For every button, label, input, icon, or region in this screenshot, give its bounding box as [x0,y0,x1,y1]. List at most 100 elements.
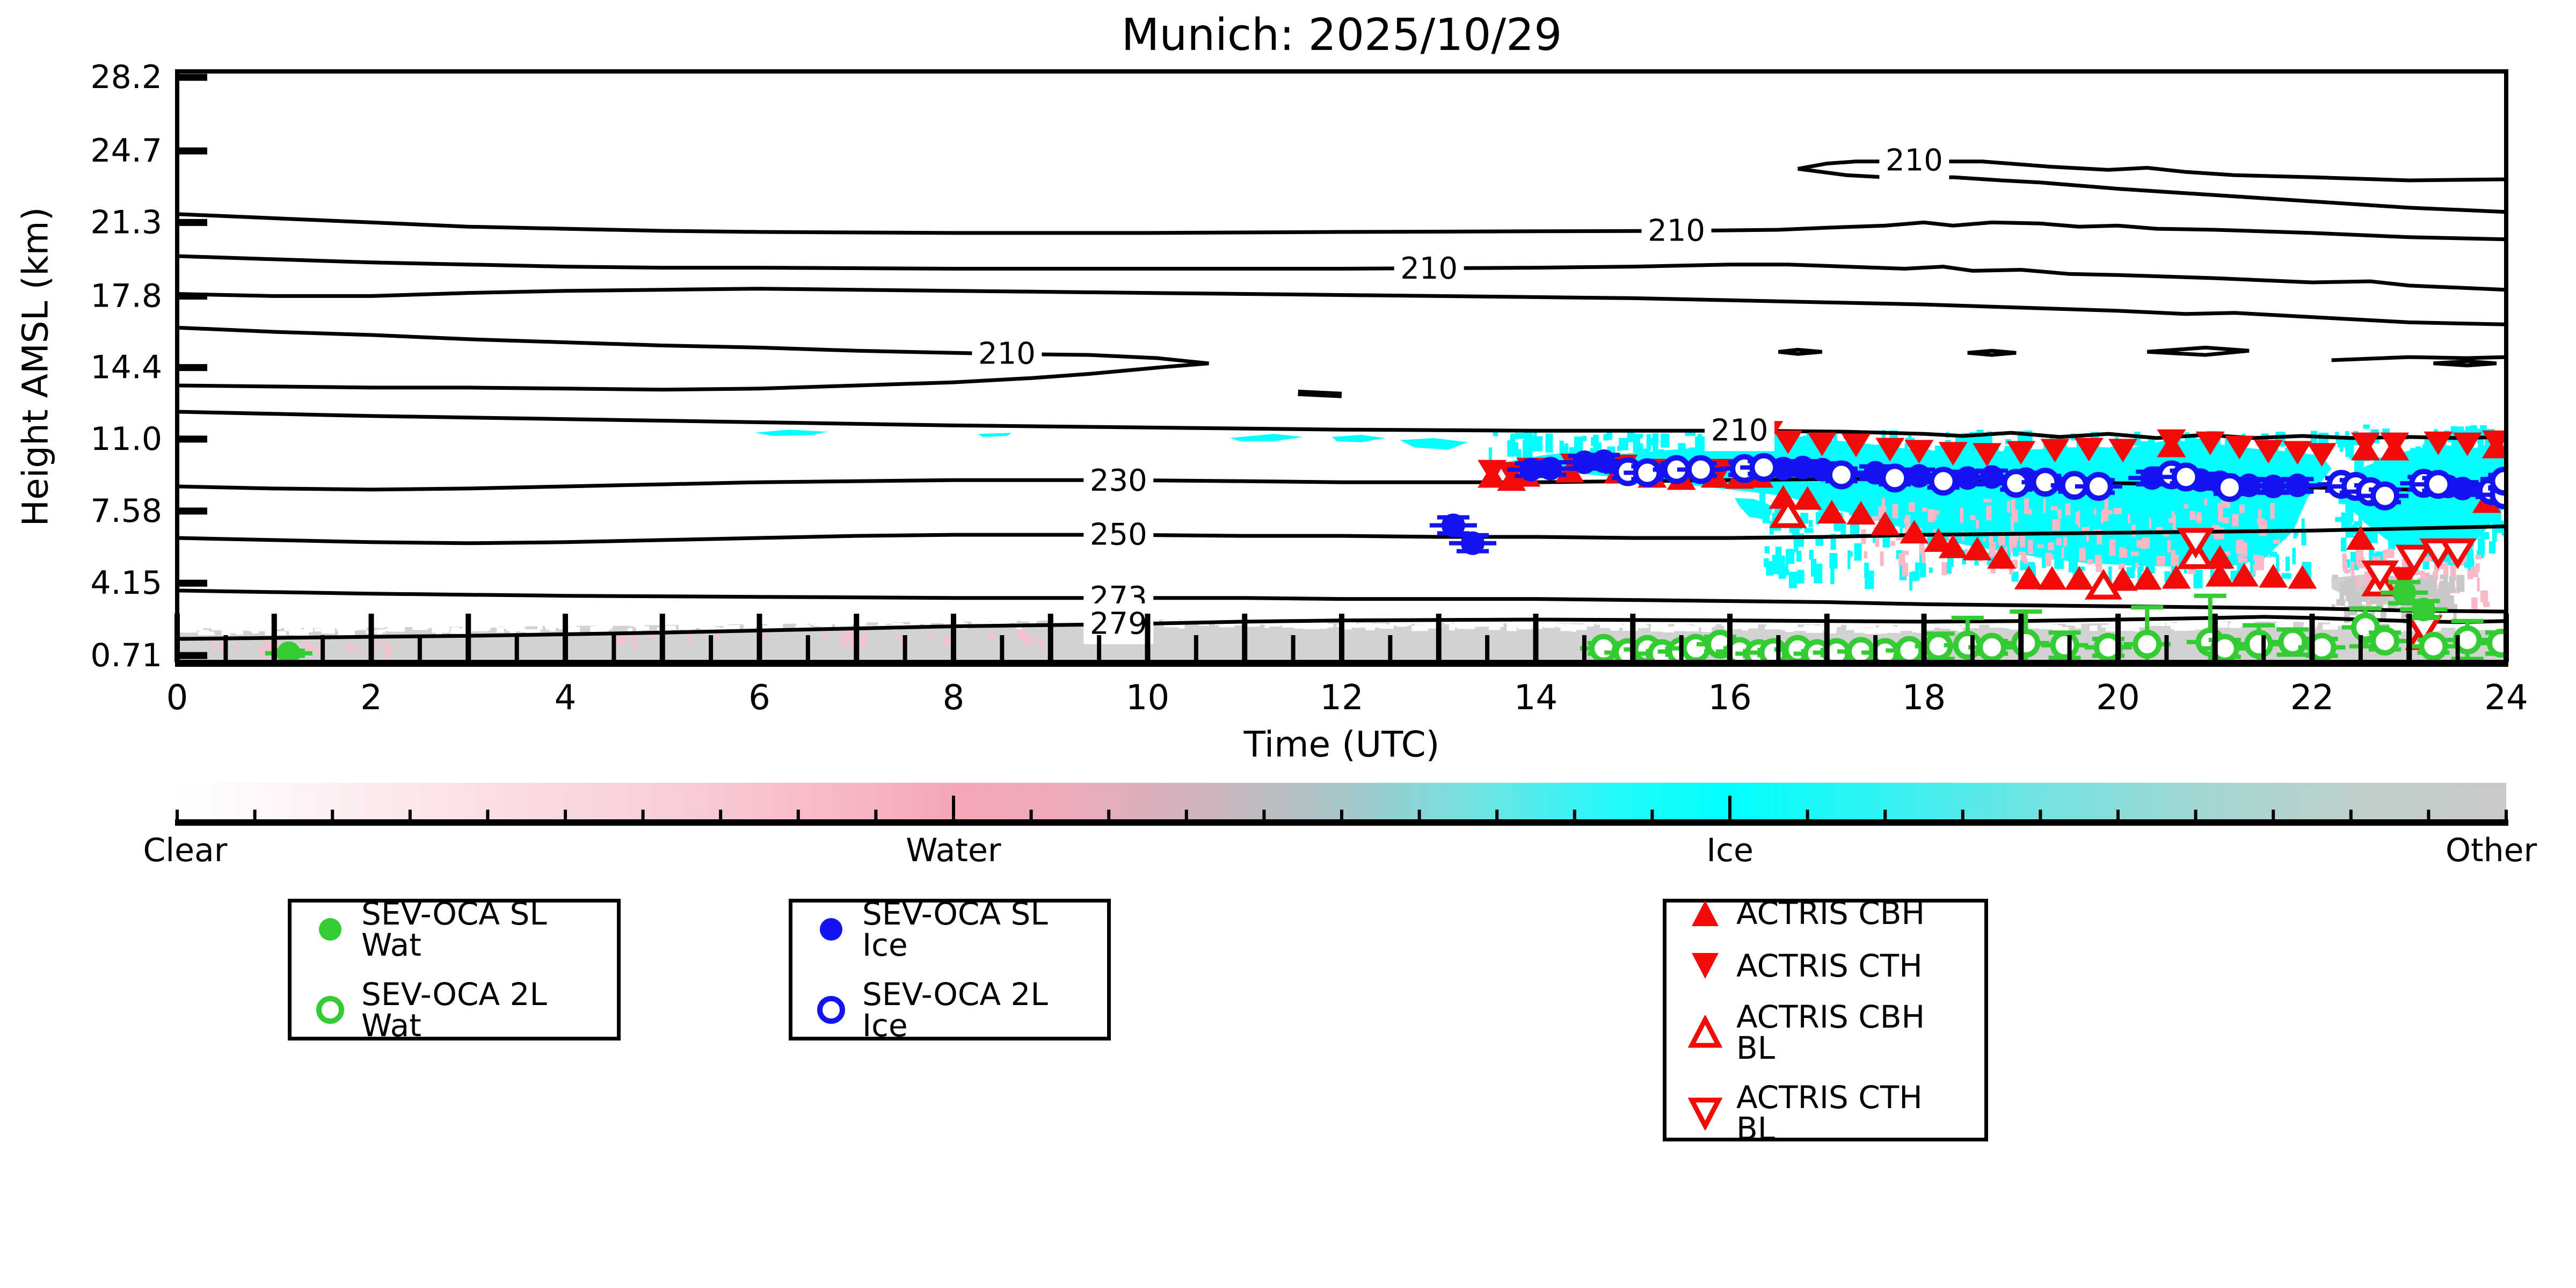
marker-ACTRIS CBH [2014,565,2043,590]
x-tick-label: 16 [1708,678,1751,718]
marker-ACTRIS CBH [1846,500,1876,525]
y-tick-label: 28.2 [90,59,162,96]
marker-ACTRIS CBH [2064,566,2094,590]
contour-minor [1298,389,1342,398]
marker-ACTRIS CBH [2288,565,2317,589]
marker-ACTRIS CBH [1817,500,1846,524]
x-tick-label: 20 [2096,678,2140,718]
x-tick-label: 8 [943,678,965,718]
marker-SEV-OCA 2L Ice [2084,472,2113,501]
marker-ACTRIS CTH [1773,430,1803,454]
marker-ACTRIS CTH BL [2361,561,2399,592]
colorbar-label: Other [2446,832,2537,869]
y-tick-label: 11.0 [90,420,162,458]
x-tick-label: 6 [748,678,770,718]
contour-label: 230 [1090,463,1147,498]
colorbar-label: Clear [143,832,228,869]
contour-label: 210 [1886,143,1943,178]
x-tick-label: 0 [166,678,188,718]
marker-ACTRIS CTH BL [2395,544,2433,576]
marker-ACTRIS CBH [1900,520,1929,544]
x-tick-label: 24 [2484,678,2528,718]
wisp [1400,438,1468,450]
marker-ACTRIS CBH BL [2084,569,2122,600]
marker-SEV-OCA 2L Wat [2011,628,2041,658]
y-tick-label: 7.58 [90,492,162,530]
marker-SEV-OCA 2L Ice [1633,458,1662,487]
circle-filled-icon [319,918,341,941]
chart-title: Munich: 2025/10/29 [1121,10,1562,61]
legend-label: SEV-OCA 2L Wat [361,976,547,1044]
marker-SEV-OCA SL Ice [2261,475,2286,499]
series-actris-cth-bl [2177,528,2477,646]
marker-ACTRIS CTH [2074,438,2104,462]
series-sev-oca-2l-ice [1604,453,2506,511]
marker-ACTRIS CBH [2259,564,2288,588]
marker-ACTRIS CTH [2424,431,2453,455]
contour-210 [177,212,2506,242]
legend-item: SEV-OCA 2L Ice [814,979,1086,1041]
contour-210 [1797,159,2506,183]
x-tick-label: 18 [1902,678,1946,718]
series-sev-oca-sl-wat [265,580,2448,662]
marker-ACTRIS CBH [1793,486,1822,510]
marker-ACTRIS CTH [1841,433,1871,457]
circle-open-icon [817,996,845,1024]
marker-SEV-OCA SL Ice [1955,466,1980,490]
contour-label: 210 [978,337,1036,372]
legend-label: SEV-OCA SL Wat [361,896,547,963]
marker-SEV-OCA 2L Ice [2370,481,2400,511]
marker-ACTRIS CTH [2254,440,2283,464]
wisp [1230,434,1303,441]
contour-lines [177,159,2506,641]
marker-SEV-OCA 2L Wat [2133,629,2162,659]
marker-ACTRIS CTH [1938,442,1968,466]
contour-minor [1778,347,1823,356]
x-axis-title: Time (UTC) [1243,724,1440,765]
wisp [978,433,1012,437]
marker-SEV-OCA 2L Wat [1895,636,1924,662]
contour-label: 210 [1400,251,1458,286]
marker-ACTRIS CBH BL [1769,497,1807,528]
marker-SEV-OCA 2L Ice [2424,470,2453,499]
marker-ACTRIS CTH [1972,443,2002,467]
marker-ACTRIS CBH [1962,536,1992,561]
tri-up-filled-icon [1692,900,1719,926]
marker-ACTRIS CTH [2307,443,2337,467]
legend-label: ACTRIS CBH BL [1736,999,1925,1066]
marker-SEV-OCA SL Ice [1592,449,1616,473]
y-tick-label: 4.15 [90,564,162,602]
contour-label: 210 [1711,413,1769,448]
marker-ACTRIS CBH [2133,566,2162,590]
marker-ACTRIS CBH [2229,563,2259,587]
legend-label: ACTRIS CTH BL [1736,1079,1923,1147]
marker-ACTRIS CTH [2224,435,2254,460]
tri-down-filled-icon [1692,953,1719,979]
legend-water-box: SEV-OCA SL Wat SEV-OCA 2L Wat [288,898,621,1044]
contour-250 [177,524,2506,545]
marker-SEV-OCA 2L Ice [1749,453,1779,482]
x-tick-label: 4 [555,678,577,718]
marker-ACTRIS CBH [1938,534,1968,558]
marker-SEV-OCA SL Ice [1441,513,1465,537]
marker-ACTRIS CBH [1871,511,1900,535]
legend-label: SEV-OCA 2L Ice [862,976,1048,1044]
marker-ACTRIS CBH [2205,563,2235,587]
legend-item: SEV-OCA SL Wat [313,898,595,960]
legend-item: ACTRIS CTH BL [1688,1082,1963,1144]
marker-ACTRIS CBH [1987,545,2017,569]
marker-ACTRIS CBH [2346,526,2375,550]
contour-label: 210 [1648,213,1705,248]
marker-ACTRIS CTH [2453,432,2482,456]
marker-SEV-OCA SL Ice [1538,456,1562,481]
marker-ACTRIS CTH BL [2177,528,2215,559]
contour-210 [177,254,2506,292]
marker-SEV-OCA 2L Ice [2215,472,2244,502]
marker-ACTRIS CTH BL [2439,538,2477,570]
marker-SEV-OCA 2L Wat [2050,630,2079,660]
marker-ACTRIS CTH [2283,441,2312,465]
marker-SEV-OCA 2L Ice [1929,467,1958,496]
y-tick-label: 24.7 [90,132,162,170]
plot-area [177,159,2506,662]
